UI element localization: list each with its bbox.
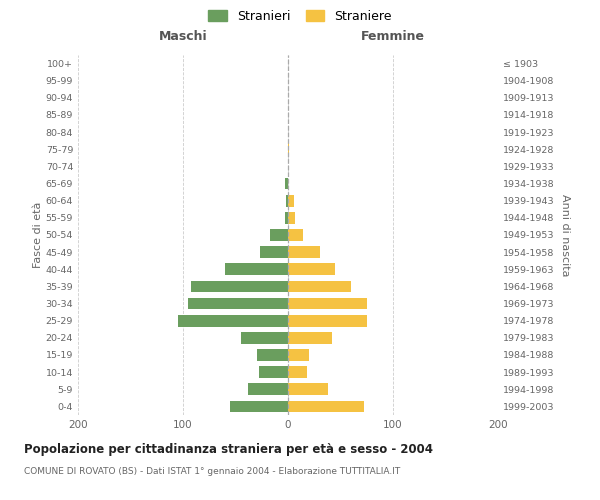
- Bar: [288, 400, 364, 412]
- Bar: [286, 195, 288, 206]
- Text: COMUNE DI ROVATO (BS) - Dati ISTAT 1° gennaio 2004 - Elaborazione TUTTITALIA.IT: COMUNE DI ROVATO (BS) - Dati ISTAT 1° ge…: [24, 468, 400, 476]
- Text: Popolazione per cittadinanza straniera per età e sesso - 2004: Popolazione per cittadinanza straniera p…: [24, 442, 433, 456]
- Bar: [230, 400, 288, 412]
- Bar: [288, 195, 295, 206]
- Y-axis label: Anni di nascita: Anni di nascita: [560, 194, 570, 276]
- Bar: [288, 280, 351, 292]
- Bar: [191, 280, 288, 292]
- Bar: [225, 264, 288, 275]
- Bar: [288, 212, 295, 224]
- Bar: [285, 212, 288, 224]
- Bar: [241, 332, 288, 344]
- Bar: [259, 366, 288, 378]
- Bar: [288, 144, 289, 155]
- Bar: [288, 366, 307, 378]
- Bar: [288, 246, 320, 258]
- Bar: [285, 178, 288, 190]
- Bar: [288, 315, 367, 326]
- Bar: [257, 349, 288, 361]
- Bar: [288, 229, 303, 241]
- Text: Femmine: Femmine: [361, 30, 425, 43]
- Bar: [288, 332, 332, 344]
- Bar: [248, 384, 288, 395]
- Text: Maschi: Maschi: [158, 30, 208, 43]
- Bar: [288, 349, 309, 361]
- Bar: [288, 298, 367, 310]
- Y-axis label: Fasce di età: Fasce di età: [33, 202, 43, 268]
- Bar: [288, 264, 335, 275]
- Bar: [288, 384, 328, 395]
- Bar: [178, 315, 288, 326]
- Bar: [270, 229, 288, 241]
- Bar: [188, 298, 288, 310]
- Bar: [260, 246, 288, 258]
- Legend: Stranieri, Straniere: Stranieri, Straniere: [205, 6, 395, 26]
